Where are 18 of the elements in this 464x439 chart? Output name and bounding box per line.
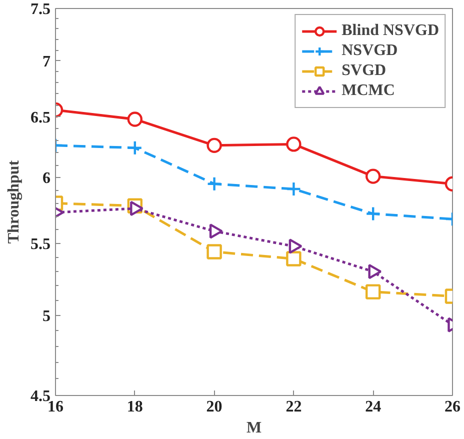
legend-label: NSVGD bbox=[342, 42, 398, 60]
y-tick-label: 7 bbox=[42, 53, 50, 70]
y-tick-label: 7.5 bbox=[30, 1, 50, 18]
y-tick-label: 5 bbox=[42, 308, 50, 326]
legend-label: SVGD bbox=[342, 62, 386, 80]
x-axis-title: M bbox=[246, 420, 262, 436]
y-tick-label: 6.5 bbox=[30, 109, 50, 126]
legend-label: MCMC bbox=[342, 82, 395, 100]
y-tick-label: 6 bbox=[42, 170, 50, 188]
x-tick-label: 24 bbox=[365, 398, 382, 416]
legend-label: Blind NSVGD bbox=[342, 22, 439, 40]
x-tick-label: 20 bbox=[206, 398, 222, 416]
y-tick-label: 4.5 bbox=[30, 388, 50, 405]
x-tick-label: 22 bbox=[286, 398, 302, 416]
x-tick-label: 18 bbox=[126, 398, 143, 416]
y-axis-title: Throughput bbox=[6, 160, 22, 244]
x-tick-label: 26 bbox=[444, 398, 460, 416]
y-tick-label: 5.5 bbox=[30, 236, 50, 253]
